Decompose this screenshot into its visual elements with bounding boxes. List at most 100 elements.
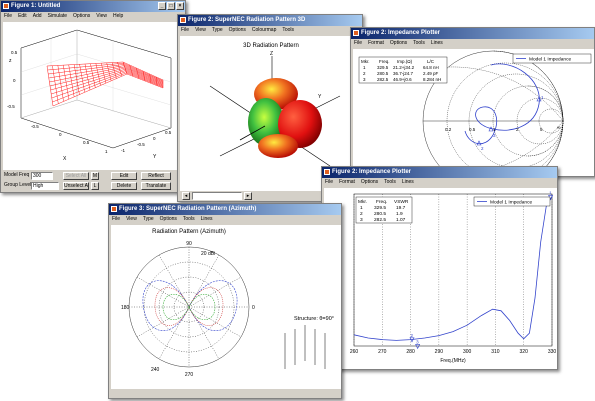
y-tick: 0.5 xyxy=(165,130,172,135)
vswr-chart[interactable]: 260 270 280 290 300 310 320 330 123 Freq.(MHz) … xyxy=(324,188,557,369)
vswr-x-tick: 290 xyxy=(435,349,444,355)
menu-view[interactable]: View xyxy=(126,216,137,222)
real-tick: 1 xyxy=(493,127,496,132)
delete-button[interactable]: Delete xyxy=(111,182,137,190)
mesh-wire xyxy=(57,65,64,102)
menu-lines[interactable]: Lines xyxy=(401,179,414,185)
unselect-all-button[interactable]: Unselect All xyxy=(63,182,89,190)
figure2-smith-title: Figure 2: Impedance Plotter xyxy=(361,30,441,36)
real-tick: 5 xyxy=(540,127,543,132)
close-icon[interactable]: × xyxy=(176,2,184,10)
table-cell: 19.7 xyxy=(396,205,406,211)
menu-lines[interactable]: Lines xyxy=(200,216,213,222)
menu-file[interactable]: File xyxy=(112,216,121,222)
reflect-button[interactable]: Reflect xyxy=(141,172,171,180)
mesh-wire xyxy=(142,70,146,82)
matlab-icon xyxy=(111,206,117,212)
table-header: Mkr. xyxy=(358,199,367,205)
x-axis-label: X xyxy=(63,156,67,162)
menu-options[interactable]: Options xyxy=(73,13,91,19)
menu-help[interactable]: Help xyxy=(113,13,124,19)
table-cell: 329.5 xyxy=(374,205,386,211)
menu-file[interactable]: File xyxy=(325,179,334,185)
figure1-titlebar[interactable]: Figure 1: Untitled _ □ × xyxy=(1,1,185,12)
smith-chart[interactable]: 0.2 0.5 1 2 5 ∞ 1 2 3 Mkr. Freq. Imp.(Ω)… xyxy=(353,49,594,176)
azimuth-polar-plot[interactable]: Radiation Pattern (Azimuth) 90 20 dBi xyxy=(111,225,341,389)
menu-simulate[interactable]: Simulate xyxy=(47,13,68,19)
menu-options[interactable]: Options xyxy=(360,179,379,185)
m-button[interactable]: M xyxy=(91,172,99,180)
menu-tools[interactable]: Tools xyxy=(384,179,396,185)
menu-file[interactable]: File xyxy=(354,40,363,46)
wire-model-plot[interactable]: z 0.5 0 -0.5 -0.5 0 0.5 1 X -1 -0.5 0 0.… xyxy=(3,22,185,170)
figure2-vswr-titlebar[interactable]: Figure 2: Impedance Plotter xyxy=(322,167,557,178)
edit-button[interactable]: Edit xyxy=(111,172,137,180)
y-tick: -1 xyxy=(121,148,125,153)
3d-plot-title: 3D Radiation Pattern xyxy=(243,43,299,49)
select-all-button[interactable]: Select All xyxy=(63,172,89,180)
figure1-window[interactable]: Figure 1: Untitled _ □ × File Edit Add S… xyxy=(0,0,186,193)
menu-type[interactable]: Type xyxy=(142,216,154,222)
marker-2-icon xyxy=(476,140,482,146)
menu-lines[interactable]: Lines xyxy=(430,40,443,46)
figure2-3d-titlebar[interactable]: Figure 2: SuperNEC Radiation Pattern 3D xyxy=(178,15,362,26)
table-cell: 64.8 nH xyxy=(423,65,439,70)
table-cell: 1 xyxy=(360,205,363,211)
mesh-wire xyxy=(117,62,122,77)
mesh-wire xyxy=(63,65,70,100)
group-level-select[interactable]: High xyxy=(31,182,59,190)
azimuth-slider[interactable] xyxy=(192,192,242,200)
mesh-wire xyxy=(73,64,80,95)
menu-options[interactable]: Options xyxy=(389,40,408,46)
figure3-titlebar[interactable]: Figure 3: SuperNEC Radiation Pattern (Az… xyxy=(109,204,341,215)
menu-add[interactable]: Add xyxy=(32,13,42,19)
table-cell: 8.284 nH xyxy=(423,77,441,82)
y-tick: 0 xyxy=(153,136,156,141)
real-tick: 0.5 xyxy=(469,127,476,132)
model-freq-input[interactable]: 300 xyxy=(31,172,53,180)
menu-tools[interactable]: Tools xyxy=(182,216,195,222)
vswr-marker-1-label: 1 xyxy=(549,190,552,195)
menu-tools[interactable]: Tools xyxy=(413,40,425,46)
mesh-wire xyxy=(79,64,85,93)
l-button[interactable]: L xyxy=(91,182,99,190)
table-cell: 1.07 xyxy=(396,217,406,223)
menu-file[interactable]: File xyxy=(4,13,13,19)
rotate-right-button[interactable]: ▸ xyxy=(244,192,252,200)
menu-file[interactable]: File xyxy=(181,27,190,33)
figure2-vswr-window[interactable]: Figure 2: Impedance Plotter File Format … xyxy=(321,166,558,370)
figure2-3d-window[interactable]: Figure 2: SuperNEC Radiation Pattern 3D … xyxy=(177,14,363,202)
matlab-icon xyxy=(353,30,359,36)
figure1-title: Figure 1: Untitled xyxy=(11,3,61,9)
table-cell: 280.5 xyxy=(377,71,389,76)
rotate-left-button[interactable]: ◂ xyxy=(182,192,190,200)
minimize-icon[interactable]: _ xyxy=(158,2,166,10)
menu-type[interactable]: Type xyxy=(211,27,223,33)
3d-pattern-plot[interactable]: 3D Radiation Pattern Z Y xyxy=(180,36,362,191)
menu-view[interactable]: View xyxy=(96,13,108,19)
mesh-wire xyxy=(68,64,75,97)
structure-label: Structure: θ=90° xyxy=(294,316,334,322)
vswr-table-frame xyxy=(355,196,413,224)
marker-table: Mkr. Freq. Imp.(Ω) L/C 1 329.5 21.2+j34.… xyxy=(361,59,441,82)
menu-format[interactable]: Format xyxy=(368,40,384,46)
figure2-smith-window[interactable]: Figure 2: Impedance Plotter File Format … xyxy=(350,27,595,177)
marker-2-label: 2 xyxy=(481,146,484,151)
translate-button[interactable]: Translate xyxy=(141,182,171,190)
table-cell: 46.9+j0.6 xyxy=(393,77,412,82)
vswr-series-line xyxy=(353,196,553,341)
menu-edit[interactable]: Edit xyxy=(18,13,27,19)
x-tick: 0.5 xyxy=(83,140,90,145)
menu-tools[interactable]: Tools xyxy=(282,27,295,33)
figure2-smith-titlebar[interactable]: Figure 2: Impedance Plotter xyxy=(351,28,594,39)
menu-view[interactable]: View xyxy=(195,27,206,33)
mesh-wire xyxy=(149,73,152,84)
menu-options[interactable]: Options xyxy=(228,27,246,33)
table-cell: 282.5 xyxy=(377,77,389,82)
maximize-icon[interactable]: □ xyxy=(167,2,175,10)
menu-options[interactable]: Options xyxy=(159,216,177,222)
menu-colourmap[interactable]: Colourmap xyxy=(251,27,277,33)
figure3-azimuth-window[interactable]: Figure 3: SuperNEC Radiation Pattern (Az… xyxy=(108,203,342,399)
menu-format[interactable]: Format xyxy=(339,179,355,185)
